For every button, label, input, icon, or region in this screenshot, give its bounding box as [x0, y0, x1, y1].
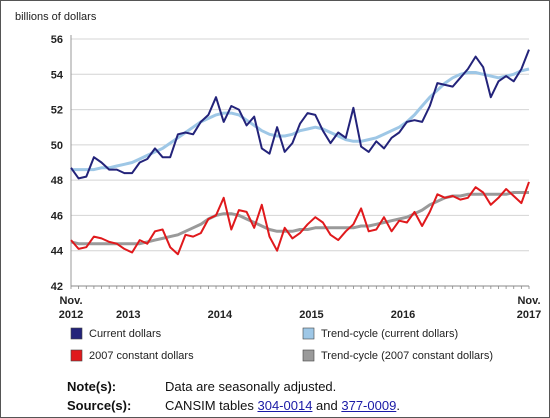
y-tick-label-54: 54: [51, 69, 64, 81]
x-tick-label-top-2012: Nov.: [59, 295, 82, 307]
y-axis-ticks: 42 44 46 48 50 52 54 56: [51, 34, 64, 293]
x-tick-label-2014: 2014: [208, 309, 233, 321]
legend: Current dollars Trend-cycle (current doll…: [70, 327, 493, 362]
y-tick-label-42: 42: [51, 281, 63, 293]
y-tick-label-44: 44: [51, 246, 64, 258]
line-chart: billions of dollars 42 44 46 48 50 52 54 56 Nov…: [15, 11, 541, 362]
series-line-0: [70, 49, 530, 180]
y-tick-label-46: 46: [51, 210, 63, 222]
source-mid: and: [312, 398, 342, 413]
x-tick-label-2015: 2015: [299, 309, 323, 321]
y-tick-label-48: 48: [51, 175, 63, 187]
legend-swatch-0: [70, 327, 83, 340]
x-axis-ticks: Nov. 2012 2013 2014 2015 2016 Nov. 2017: [59, 286, 541, 321]
note-text: Data are seasonally adjusted.: [165, 379, 337, 394]
legend-label-2: 2007 constant dollars: [89, 350, 194, 362]
x-tick-label-2017: 2017: [517, 309, 541, 321]
source-link-377-0009[interactable]: 377-0009: [341, 398, 397, 413]
legend-label-3: Trend-cycle (2007 constant dollars): [321, 350, 493, 362]
legend-swatch-2: [70, 349, 83, 362]
y-axis-unit-label: billions of dollars: [15, 11, 97, 23]
legend-swatch-3: [302, 349, 315, 362]
x-tick-label-top-2017: Nov.: [517, 295, 540, 307]
source-text: CANSIM tables 304-0014 and 377-0009.: [165, 396, 400, 415]
source-prefix: CANSIM tables: [165, 398, 258, 413]
note-label: Note(s):: [67, 379, 117, 394]
source-label: Source(s):: [67, 398, 132, 413]
x-tick-label-2016: 2016: [391, 309, 415, 321]
source-row: Source(s): CANSIM tables 304-0014 and 37…: [67, 396, 400, 415]
legend-label-0: Current dollars: [89, 328, 162, 340]
legend-label-1: Trend-cycle (current dollars): [321, 328, 458, 340]
note-row: Note(s): Data are seasonally adjusted.: [67, 377, 400, 396]
source-link-304-0014[interactable]: 304-0014: [257, 398, 313, 413]
series-line-2: [70, 181, 530, 256]
legend-swatch-1: [302, 327, 315, 340]
y-tick-label-50: 50: [51, 140, 63, 152]
y-tick-label-52: 52: [51, 105, 63, 117]
x-tick-label-2013: 2013: [116, 309, 140, 321]
y-tick-label-56: 56: [51, 34, 63, 46]
series-lines: [70, 49, 530, 256]
grid-lines: [70, 35, 529, 287]
x-tick-label-2012: 2012: [59, 309, 83, 321]
source-suffix: .: [396, 398, 400, 413]
series-line-1: [71, 67, 530, 172]
notes-section: Note(s): Data are seasonally adjusted. S…: [67, 377, 400, 415]
